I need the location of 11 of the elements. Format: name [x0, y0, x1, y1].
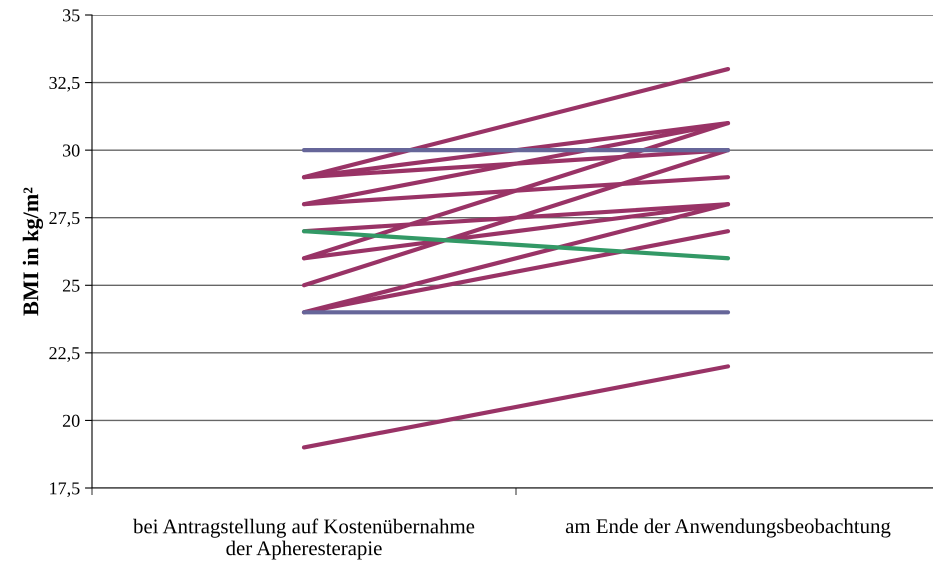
y-tick-label: 25	[62, 280, 80, 292]
x-tick-label: bei Antragstellung auf Kostenübernahme der Apheresterapie	[133, 518, 474, 560]
y-tick-label: 22,5	[49, 347, 80, 362]
y-tick-label: 30	[63, 144, 80, 157]
y-tick-label: 17,5	[50, 482, 80, 498]
y-axis-title: BMI in kg/m²	[22, 188, 44, 316]
x-tick-label: am Ende der Anwendungsbeobachtung	[566, 518, 890, 538]
y-tick-label: 32,5	[49, 76, 80, 92]
y-tick-label: 20	[62, 414, 80, 427]
y-tick-label: 27,5	[49, 212, 80, 227]
y-tick-label: 35	[63, 9, 80, 22]
